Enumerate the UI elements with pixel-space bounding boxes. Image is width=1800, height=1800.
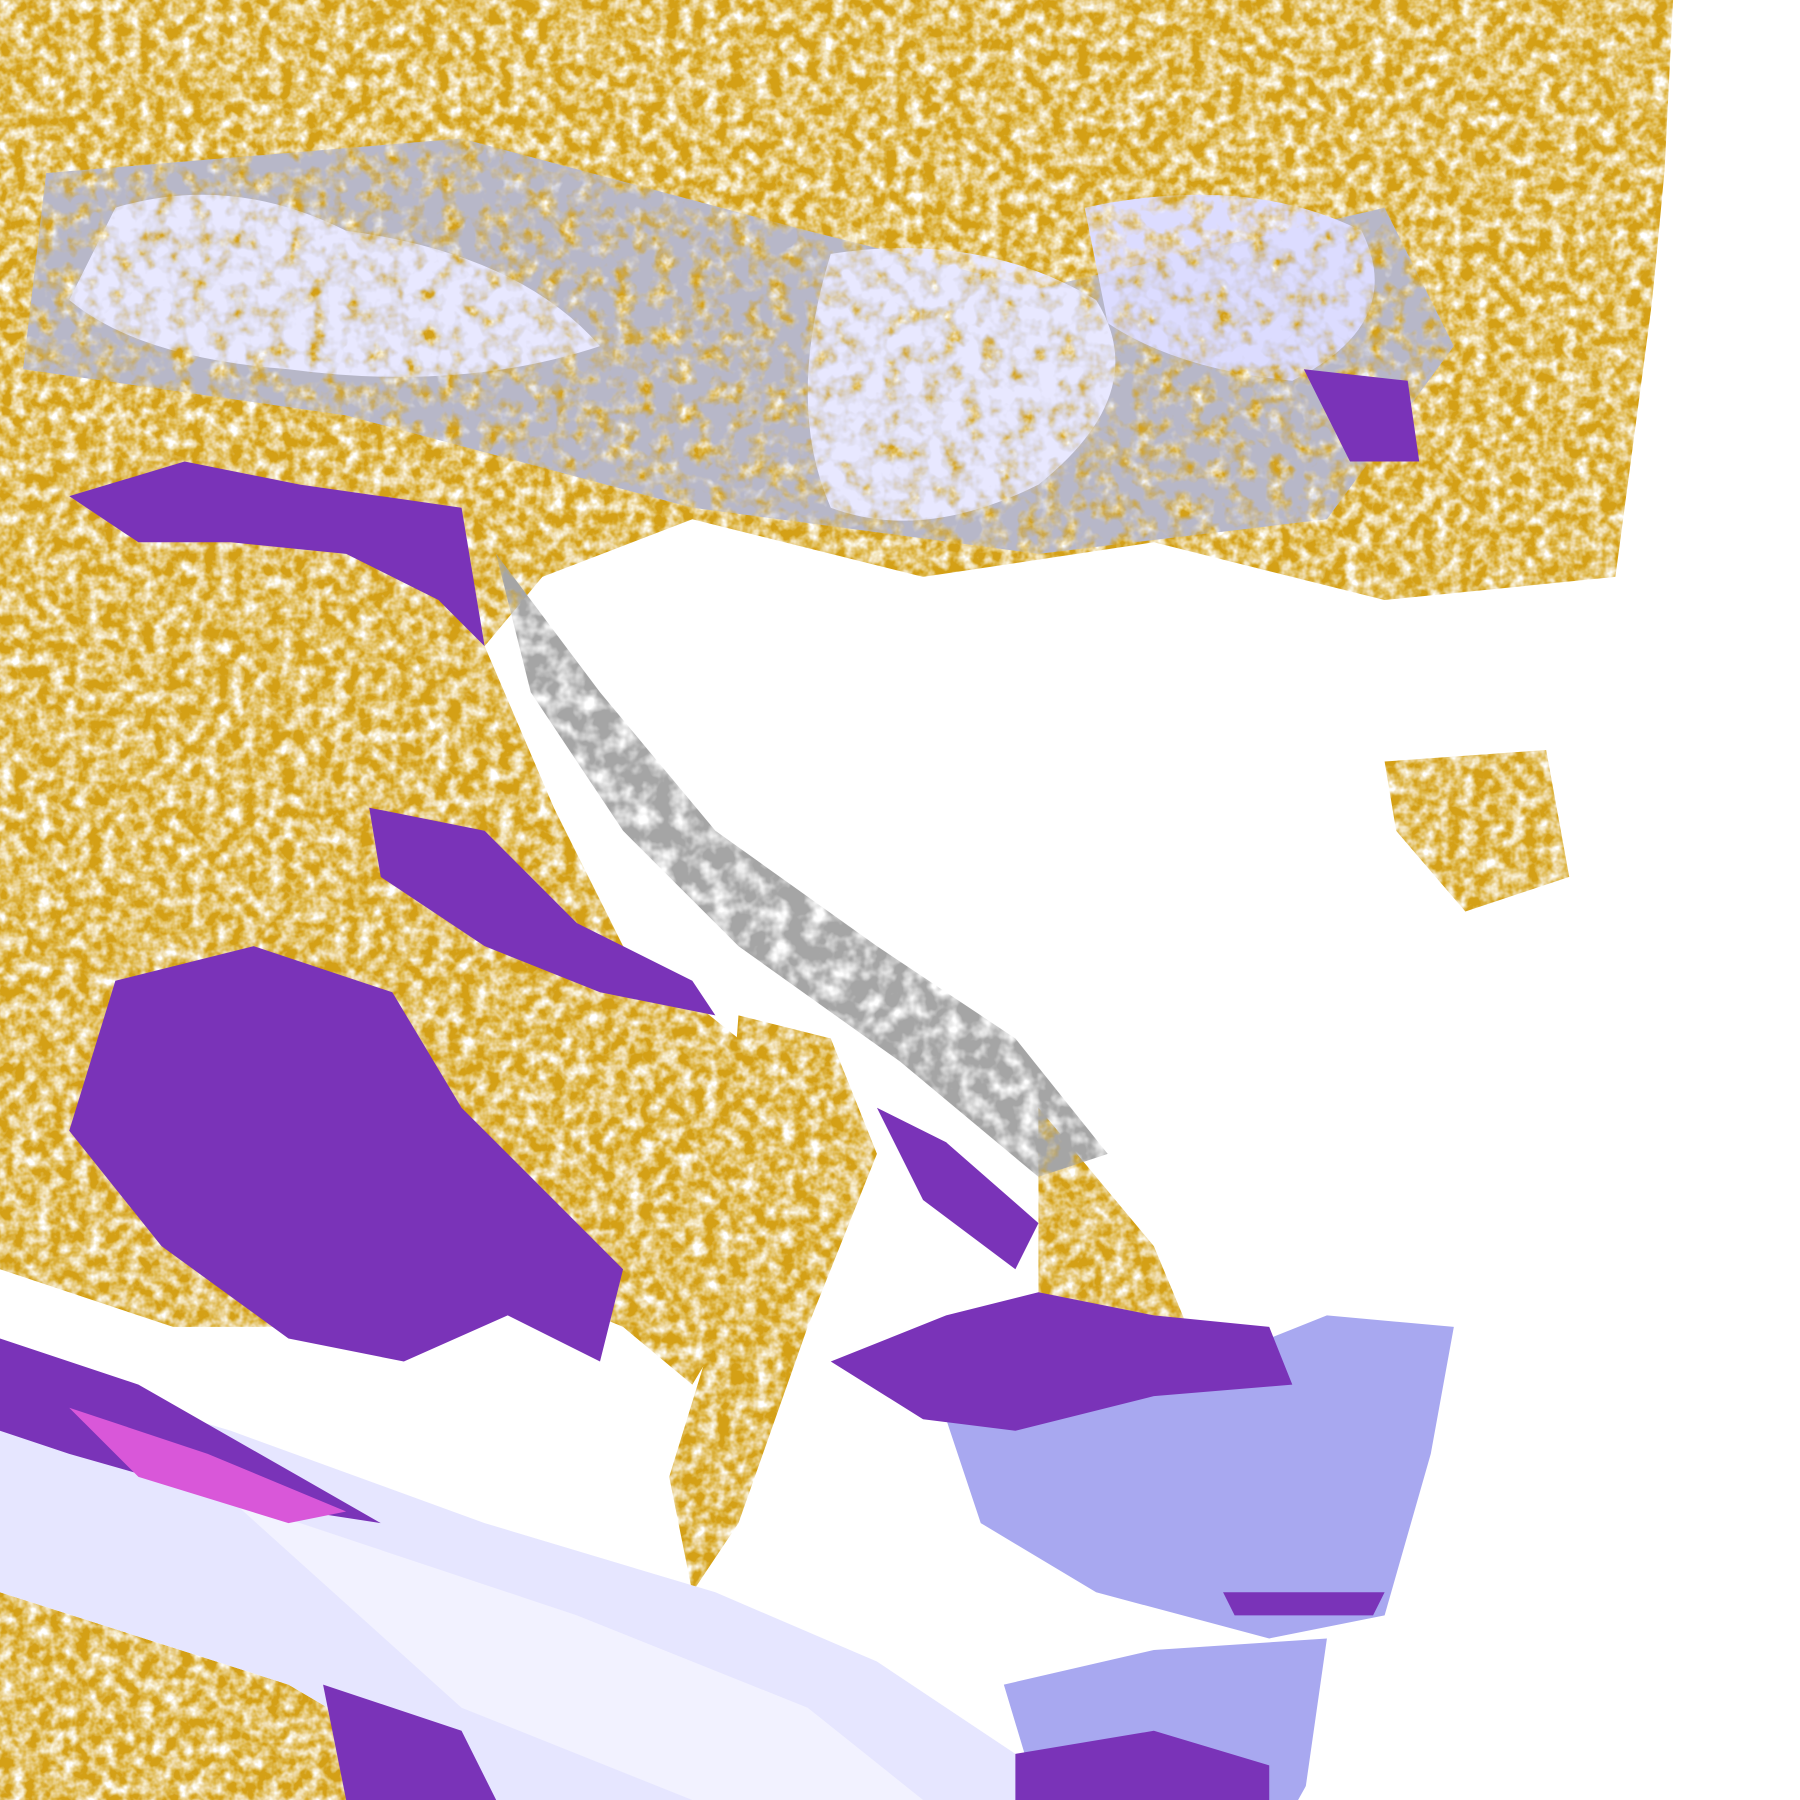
gold-strip — [669, 1015, 877, 1593]
purple-patch — [69, 461, 485, 647]
lavender-swath — [946, 1315, 1454, 1639]
lavender-cloud — [1084, 194, 1375, 381]
cloud-layer-purple — [0, 369, 1420, 1800]
purple-patch — [876, 1107, 1039, 1270]
lavender-cloud — [807, 248, 1116, 521]
purple-patch — [0, 1338, 381, 1524]
purple-patch — [323, 1684, 497, 1800]
purple-patch — [1303, 369, 1420, 462]
gray-band — [496, 553, 1108, 1177]
lavender-cloud — [69, 194, 600, 377]
cloud-layer-lavender — [69, 194, 1375, 521]
light-swath — [230, 1500, 924, 1800]
purple-patch — [69, 946, 624, 1362]
magenta-streak — [69, 1407, 347, 1524]
space-beyond-limb — [1298, 0, 1800, 1800]
gold-patch — [1384, 750, 1570, 912]
purple-patch — [830, 1292, 1293, 1431]
purple-patch — [1015, 1730, 1270, 1800]
purple-patch — [369, 807, 716, 1016]
purple-streak — [1223, 1592, 1385, 1616]
